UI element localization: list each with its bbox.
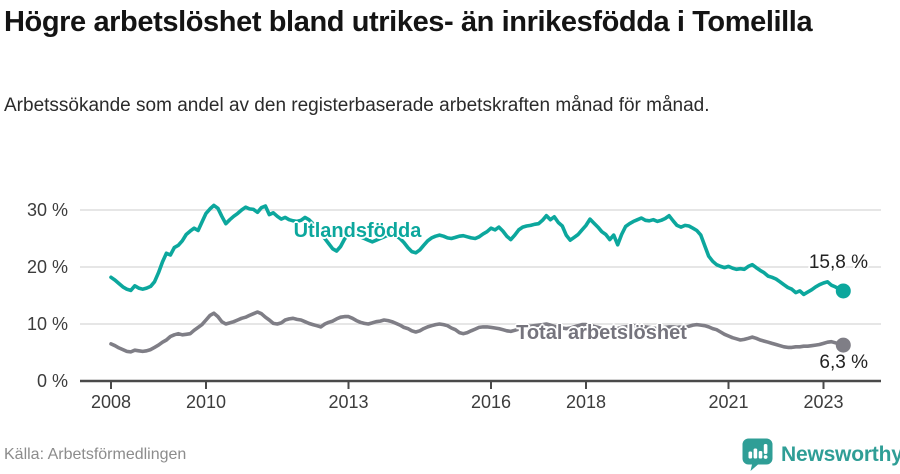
series-label-total-arbetsloshet: Total arbetslöshet (516, 322, 687, 344)
y-tick-label: 10 % (27, 314, 68, 334)
x-tick-label: 2013 (328, 392, 368, 412)
y-tick-label: 20 % (27, 257, 68, 277)
source-credit: Källa: Arbetsförmedlingen (4, 446, 187, 463)
newsworthy-logo: Newsworthy (742, 438, 900, 471)
brand-name: Newsworthy (781, 442, 900, 466)
series-end-dot-utlandsfodda (835, 283, 851, 299)
series-end-dot-total (835, 337, 851, 353)
x-tick-label: 2023 (803, 392, 843, 412)
bar-chart-bubble-icon (742, 438, 773, 471)
x-tick-label: 2010 (186, 392, 226, 412)
y-tick-label: 0 % (37, 371, 68, 391)
series-line-utlandsfodda (109, 203, 846, 297)
x-tick-label: 2021 (708, 392, 748, 412)
page-title: Högre arbetslöshet bland utrikes- än inr… (4, 6, 813, 38)
x-tick-label: 2008 (91, 392, 131, 412)
chart-subtitle: Arbetssökande som andel av den registerb… (4, 95, 710, 116)
end-value-label-utlandsfodda: 15,8 % (808, 252, 868, 273)
x-tick-label: 2016 (471, 392, 511, 412)
y-tick-label: 30 % (27, 200, 68, 220)
series-label-utlandsfodda: Utlandsfödda (293, 220, 422, 242)
series-line-total (109, 310, 846, 354)
end-value-label-total: 6,3 % (819, 352, 868, 373)
x-tick-label: 2018 (566, 392, 606, 412)
